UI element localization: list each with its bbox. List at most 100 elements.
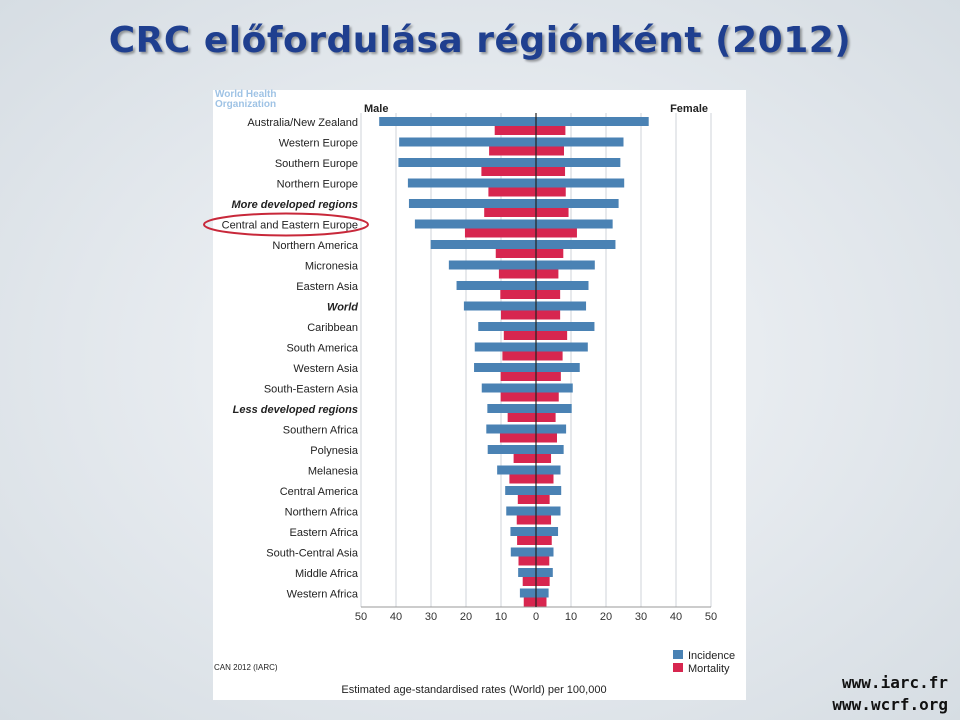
category-label: Eastern Africa — [290, 527, 359, 539]
incidence-bar-male — [487, 404, 536, 413]
incidence-bar-female — [536, 486, 562, 495]
category-label: Northern Africa — [285, 507, 359, 519]
mortality-bar-male — [500, 290, 536, 299]
incidence-bar-male — [408, 199, 536, 208]
mortality-bar-male — [502, 351, 536, 361]
category-label: Polynesia — [310, 445, 359, 457]
link-iarc[interactable]: www.iarc.fr — [842, 673, 948, 692]
mortality-bar-female — [536, 556, 550, 566]
incidence-bar-female — [536, 404, 572, 413]
incidence-bar-female — [536, 568, 553, 577]
incidence-bar-male — [474, 363, 536, 372]
incidence-bar-male — [398, 158, 536, 167]
mortality-bar-male — [523, 597, 536, 607]
incidence-bar-female — [536, 465, 561, 475]
category-label: Northern America — [272, 240, 358, 252]
mortality-bar-male — [513, 454, 536, 463]
incidence-bar-male — [519, 588, 536, 598]
male-label: Male — [364, 103, 388, 115]
x-tick-label: 20 — [460, 611, 472, 623]
incidence-bar-male — [399, 137, 536, 147]
incidence-bar-female — [536, 424, 567, 434]
incidence-bar-male — [486, 424, 536, 434]
incidence-bar-male — [505, 486, 536, 495]
x-tick-label: 50 — [705, 611, 717, 623]
mortality-bar-male — [494, 126, 536, 135]
mortality-bar-female — [536, 269, 559, 279]
incidence-bar-male — [430, 240, 536, 249]
x-tick-label: 50 — [355, 611, 367, 623]
mortality-bar-female — [536, 392, 559, 402]
incidence-bar-female — [536, 588, 549, 598]
incidence-bar-female — [536, 445, 564, 454]
highlight-ellipse — [203, 212, 369, 237]
mortality-bar-female — [536, 146, 564, 156]
footer-links: www.iarc.fr www.wcrf.org — [832, 672, 948, 716]
legend-swatch-mortality — [673, 663, 683, 672]
link-wcrf[interactable]: www.wcrf.org — [832, 695, 948, 714]
incidence-bar-female — [536, 219, 613, 229]
incidence-bar-male — [506, 506, 536, 516]
category-label: Australia/New Zealand — [247, 117, 358, 129]
mortality-bar-female — [536, 310, 561, 320]
mortality-bar-female — [536, 372, 561, 381]
mortality-bar-female — [536, 228, 577, 238]
x-tick-label: 10 — [565, 611, 577, 623]
mortality-bar-female — [536, 126, 566, 135]
mortality-bar-male — [503, 331, 536, 340]
incidence-bar-female — [536, 383, 573, 393]
incidence-bar-female — [536, 178, 625, 188]
incidence-bar-male — [518, 568, 536, 577]
incidence-bar-male — [481, 383, 536, 393]
mortality-bar-male — [481, 167, 536, 176]
mortality-bar-male — [464, 228, 536, 238]
incidence-bar-male — [510, 547, 536, 557]
legend-label-mortality: Mortality — [688, 663, 730, 675]
incidence-bar-female — [536, 506, 561, 516]
incidence-bar-female — [536, 322, 595, 331]
category-label: South-Central Asia — [266, 548, 359, 560]
mortality-bar-male — [495, 249, 536, 258]
legend-swatch-incidence — [673, 650, 683, 659]
mortality-bar-male — [489, 146, 536, 156]
category-label: Northern Europe — [277, 179, 358, 191]
source-note: CAN 2012 (IARC) — [214, 663, 278, 672]
mortality-bar-female — [536, 351, 563, 361]
mortality-bar-male — [499, 433, 536, 443]
category-label: South-Eastern Asia — [264, 384, 359, 396]
category-label: Eastern Asia — [296, 281, 359, 293]
incidence-bar-male — [510, 527, 536, 536]
incidence-bar-female — [536, 547, 554, 557]
category-label: Middle Africa — [295, 568, 359, 580]
mortality-bar-female — [536, 536, 552, 545]
mortality-bar-female — [536, 187, 566, 197]
mortality-bar-female — [536, 413, 556, 422]
x-tick-label: 10 — [495, 611, 507, 623]
mortality-bar-female — [536, 597, 547, 607]
incidence-bar-male — [497, 465, 536, 475]
who-logo-line1: World Health — [215, 89, 277, 100]
incidence-bar-female — [536, 117, 649, 126]
incidence-bar-male — [463, 301, 536, 311]
category-label: Western Asia — [293, 363, 358, 375]
incidence-bar-male — [407, 178, 536, 188]
chart-panel — [213, 90, 746, 700]
category-label: Central America — [280, 486, 359, 498]
category-label: Western Africa — [287, 589, 359, 601]
mortality-bar-male — [517, 536, 536, 545]
category-label: More developed regions — [231, 199, 358, 211]
mortality-bar-male — [498, 269, 536, 279]
mortality-bar-male — [501, 310, 536, 320]
incidence-bar-male — [448, 260, 536, 270]
mortality-bar-female — [536, 454, 552, 463]
x-tick-label: 0 — [533, 611, 539, 623]
mortality-bar-male — [517, 495, 536, 504]
mortality-bar-female — [536, 433, 557, 443]
category-label: Central and Eastern Europe — [222, 220, 358, 232]
incidence-bar-female — [536, 281, 589, 290]
incidence-bar-male — [414, 219, 536, 229]
category-label: Melanesia — [308, 466, 359, 478]
x-tick-label: 40 — [390, 611, 402, 623]
category-label: Western Europe — [279, 138, 358, 150]
